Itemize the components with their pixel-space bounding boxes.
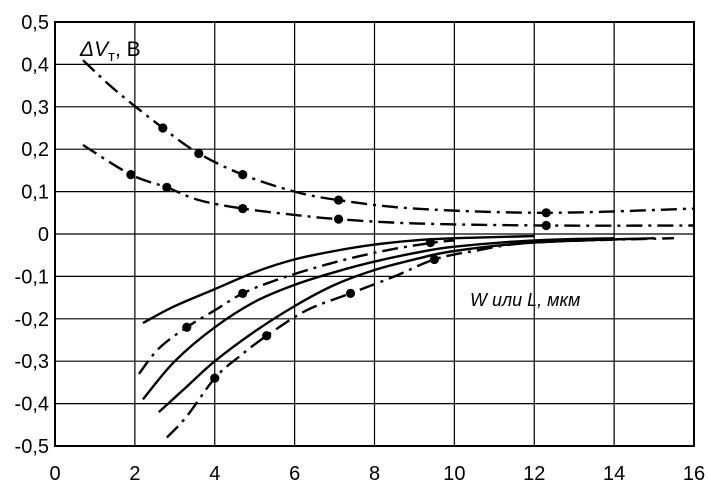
markers-group [126, 123, 551, 383]
y-tick-label: 0,3 [21, 97, 49, 119]
data-point [429, 254, 440, 265]
x-tick-label: 16 [683, 463, 705, 485]
series-line-4 [137, 239, 455, 375]
x-tick-label: 2 [129, 463, 140, 485]
y-tick-label: 0,4 [21, 54, 49, 76]
data-point [182, 322, 192, 332]
y-tick-label: 0 [38, 224, 49, 246]
x-tick-label: 0 [49, 463, 60, 485]
data-point [333, 195, 344, 205]
x-axis-annotation: W или L, мкм [470, 290, 580, 310]
x-tick-label: 12 [523, 463, 545, 485]
data-point [541, 208, 551, 218]
plot-frame [54, 21, 695, 447]
y-tick-label: -0,4 [15, 394, 49, 416]
series-group [82, 59, 695, 439]
y-tick-label: -0,1 [15, 266, 49, 288]
data-point [238, 288, 248, 298]
series-line-3 [142, 234, 535, 325]
grid [55, 22, 694, 446]
series-line-6 [157, 237, 655, 413]
x-tick-labels: 0 2 4 6 8 10 12 14 16 [49, 463, 705, 485]
x-tick-label: 8 [369, 463, 380, 485]
series-line-7 [165, 237, 675, 439]
data-point [126, 170, 136, 180]
series-line-1 [82, 59, 695, 215]
plot-border [54, 21, 695, 447]
data-point [345, 288, 356, 298]
y-tick-label: -0,2 [15, 309, 49, 331]
x-tick-label: 6 [289, 463, 300, 485]
data-point [162, 182, 172, 192]
y-tick-label: 0,1 [21, 182, 49, 204]
data-point [333, 214, 344, 224]
series-line-2 [82, 143, 695, 227]
data-point [238, 170, 248, 180]
data-point [210, 373, 220, 383]
x-tick-label: 4 [209, 463, 220, 485]
y-tick-label: 0,2 [21, 139, 49, 161]
data-point [158, 123, 168, 133]
data-point [194, 148, 204, 159]
data-point [238, 203, 248, 214]
y-tick-label: -0,3 [15, 351, 49, 373]
y-tick-label: -0,5 [15, 436, 49, 458]
y-tick-label: 0,5 [21, 12, 49, 34]
x-tick-label: 14 [603, 463, 625, 485]
y-axis-label: ΔVт, В [79, 38, 141, 65]
data-point [262, 331, 272, 341]
data-point [425, 237, 436, 248]
series-line-5 [141, 237, 615, 401]
x-tick-label: 10 [443, 463, 465, 485]
data-point [541, 220, 551, 231]
y-tick-labels: 0,5 0,4 0,3 0,2 0,1 0 -0,1 -0,2 -0,3 -0,4 -0,5 [15, 12, 49, 458]
